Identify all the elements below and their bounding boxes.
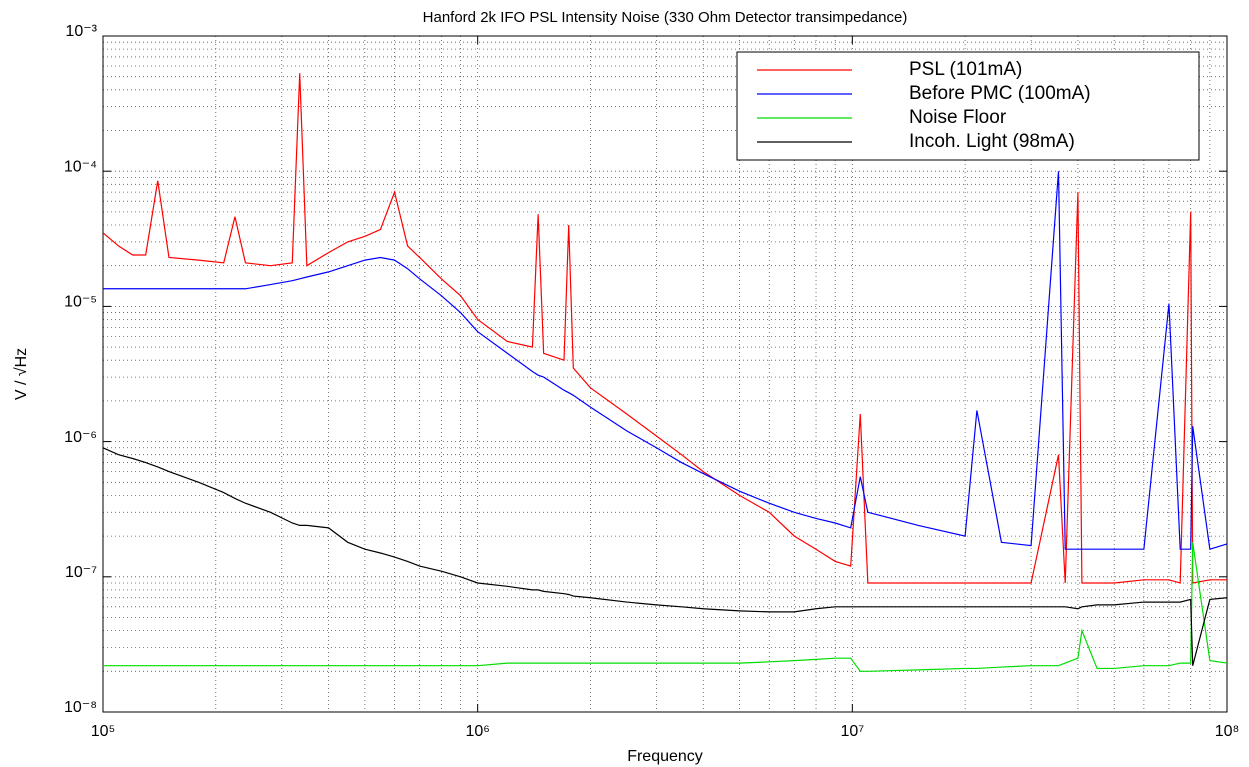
series-line: [103, 542, 1228, 672]
y-tick-label: 10⁻⁸: [64, 699, 97, 716]
y-tick-label: 10⁻⁷: [65, 564, 97, 581]
legend-label: Noise Floor: [909, 107, 1007, 128]
x-tick-label: 10⁸: [1215, 723, 1240, 740]
chart-title: Hanford 2k IFO PSL Intensity Noise (330 …: [423, 9, 908, 26]
series-line: [103, 171, 1228, 550]
legend-label: Before PMC (100mA): [909, 83, 1091, 104]
plot-frame: [102, 35, 1228, 713]
x-axis-label: Frequency: [627, 748, 703, 765]
series-line: [102, 73, 1227, 584]
x-tick-label: 10⁷: [841, 723, 865, 740]
legend: PSL (101mA) Before PMC (100mA) Noise Floor…: [736, 51, 1200, 161]
y-tick-label: 10⁻⁶: [64, 429, 97, 446]
x-tick-label: 10⁵: [91, 723, 115, 740]
legend-label: PSL (101mA): [909, 59, 1022, 80]
y-tick-label: 10⁻⁵: [64, 294, 97, 311]
legend-label: Incoh. Light (98mA): [909, 131, 1075, 152]
y-tick-label: 10⁻⁴: [64, 158, 97, 175]
x-tick-label: 10⁶: [465, 723, 489, 740]
y-tick-label: 10⁻³: [65, 23, 97, 40]
series-line: [102, 447, 1228, 666]
y-axis-label: V / √Hz: [13, 348, 30, 400]
